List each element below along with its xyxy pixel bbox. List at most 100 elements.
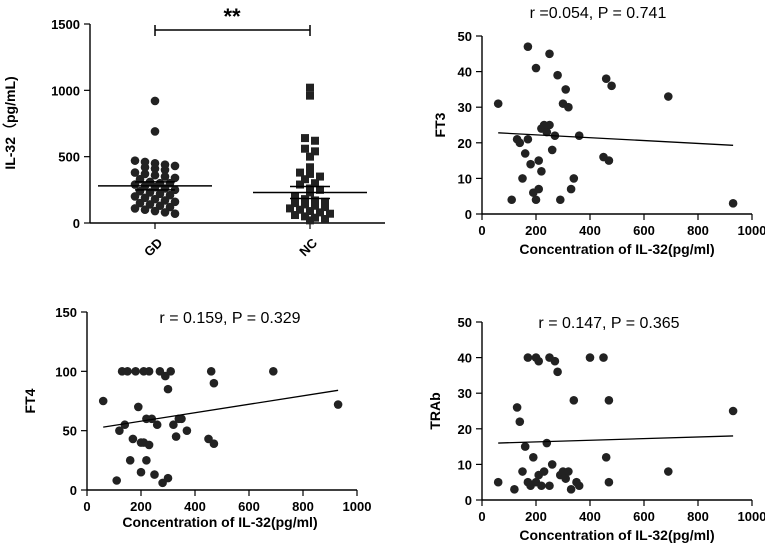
correlation-annotation: r =0.054, P = 0.741 (530, 5, 667, 22)
data-point (537, 166, 546, 176)
data-point (134, 402, 143, 412)
y-axis-label: TRAb (427, 392, 443, 429)
data-point (160, 160, 170, 169)
x-tick-label: 200 (130, 499, 152, 514)
x-tick-label: 1000 (343, 499, 372, 514)
data-point (130, 156, 140, 165)
data-point (170, 161, 180, 171)
data-point (564, 467, 573, 476)
data-point (301, 200, 309, 209)
data-point (291, 192, 299, 201)
data-point (566, 184, 576, 194)
data-point (142, 456, 151, 465)
data-point (150, 96, 160, 106)
data-point (520, 149, 530, 158)
y-tick-label: 10 (458, 457, 472, 472)
data-point (306, 216, 314, 225)
data-point (531, 63, 541, 73)
data-point (125, 456, 135, 465)
data-point (569, 174, 579, 183)
data-point (123, 367, 132, 376)
data-point (493, 99, 503, 108)
data-point (128, 434, 138, 444)
data-point (545, 481, 554, 491)
x-tick-label: 600 (633, 223, 655, 238)
data-point (664, 467, 673, 476)
x-axis-label: Concentration of IL-32(pg/ml) (519, 527, 714, 543)
data-point (269, 367, 278, 376)
data-point (566, 485, 576, 494)
data-point (523, 134, 533, 144)
data-point (166, 367, 175, 376)
data-point (170, 173, 180, 183)
data-point (515, 417, 525, 426)
x-tick-label: 800 (687, 223, 709, 238)
data-point (542, 127, 552, 137)
data-point (152, 420, 162, 430)
data-point (518, 467, 527, 476)
data-point (728, 406, 738, 416)
data-point (177, 414, 186, 424)
y-axis-label: FT3 (432, 112, 448, 137)
data-point (664, 92, 673, 101)
data-point (286, 204, 294, 213)
data-point (604, 396, 614, 405)
data-point (311, 179, 319, 188)
data-point (112, 476, 121, 485)
data-point (170, 209, 180, 219)
data-point (601, 452, 611, 462)
data-point (539, 467, 549, 476)
data-point (301, 134, 309, 143)
data-point (585, 353, 595, 362)
data-point (209, 439, 219, 449)
data-point (140, 169, 150, 179)
x-tick-label: 800 (292, 499, 314, 514)
x-tick-label: 1000 (738, 509, 765, 524)
data-point (150, 170, 160, 180)
data-point (321, 203, 329, 212)
data-point (574, 131, 584, 140)
data-point (291, 199, 299, 208)
data-point (537, 481, 546, 491)
data-point (144, 440, 154, 450)
x-tick-label: 600 (238, 499, 260, 514)
regression-line (498, 435, 734, 444)
data-point (311, 196, 319, 205)
data-point (147, 414, 157, 424)
y-tick-label: 150 (55, 305, 77, 320)
data-point (131, 367, 140, 376)
data-point (150, 470, 159, 479)
data-point (316, 172, 324, 181)
data-point (545, 49, 554, 59)
data-point (316, 208, 324, 217)
y-axis-label: FT4 (22, 388, 38, 413)
y-tick-label: 500 (58, 150, 80, 165)
data-point (316, 185, 324, 194)
data-point (150, 127, 160, 136)
data-point (306, 83, 314, 92)
data-point (171, 432, 181, 441)
x-tick-label: 400 (579, 509, 601, 524)
data-point (98, 396, 108, 406)
data-point (311, 213, 319, 222)
data-point (601, 74, 611, 84)
y-tick-label: 0 (73, 216, 80, 231)
y-tick-label: 40 (458, 351, 472, 366)
y-tick-label: 30 (458, 386, 472, 401)
data-point (150, 159, 160, 168)
data-point (561, 85, 570, 94)
data-point (507, 195, 516, 205)
data-point (306, 91, 314, 100)
data-point (534, 356, 543, 366)
data-point (306, 207, 314, 216)
data-point (574, 481, 584, 491)
regression-line (103, 389, 339, 428)
data-point (311, 201, 319, 210)
x-tick-label: 0 (478, 223, 485, 238)
data-point (534, 156, 543, 165)
data-point (515, 138, 525, 148)
data-point (326, 209, 334, 218)
data-point (136, 467, 146, 477)
chart-ft4-scatter: r = 0.159, P = 0.329 Concentration of IL… (22, 305, 371, 530)
y-tick-label: 50 (458, 315, 472, 330)
